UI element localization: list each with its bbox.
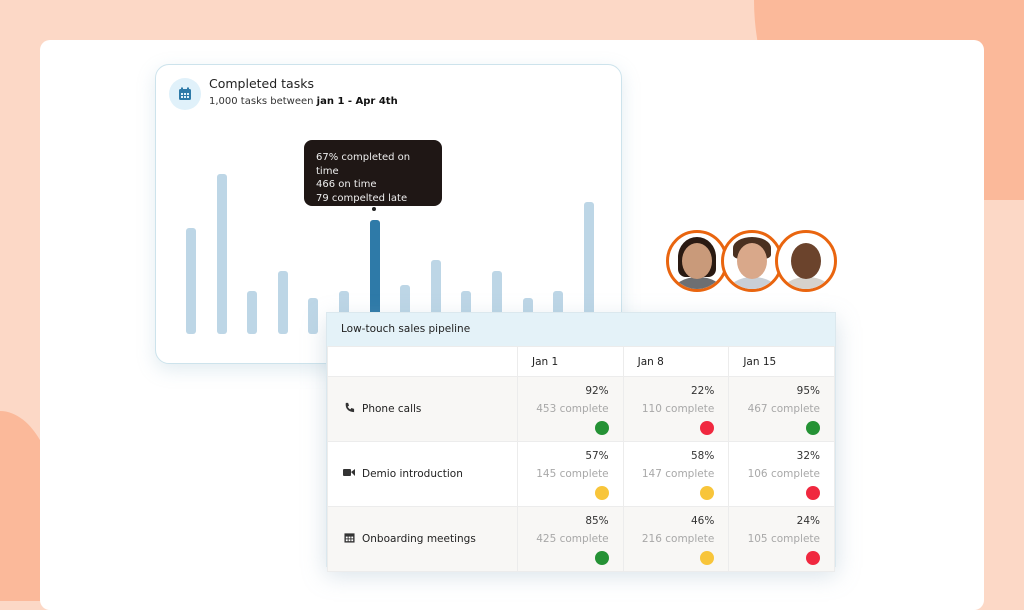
row-label-text: Onboarding meetings bbox=[362, 533, 476, 545]
chart-bar[interactable] bbox=[277, 271, 288, 334]
complete-count: 145 complete bbox=[536, 468, 609, 480]
status-dot-red bbox=[806, 551, 820, 565]
chart-bar[interactable] bbox=[430, 260, 441, 334]
tooltip-line: 466 on time bbox=[316, 179, 377, 190]
table-cell: 46% 216 complete bbox=[622, 506, 730, 572]
table-cell: 32% 106 complete bbox=[728, 441, 835, 507]
status-dot-green bbox=[594, 551, 609, 565]
table-cell: 57% 145 complete bbox=[517, 441, 624, 507]
table-cell: 92% 453 complete bbox=[517, 376, 624, 442]
table-cell: 95% 467 complete bbox=[728, 376, 835, 442]
percent: 32% bbox=[796, 450, 820, 462]
tooltip-line: 67% completed on time bbox=[316, 152, 411, 177]
pipeline-title: Low-touch sales pipeline bbox=[327, 313, 835, 346]
chart-bar[interactable] bbox=[583, 202, 594, 334]
row-label-text: Phone calls bbox=[362, 403, 422, 415]
percent: 85% bbox=[585, 515, 609, 527]
status-dot-green bbox=[806, 421, 820, 435]
status-dot-yellow bbox=[594, 486, 609, 500]
date-range: jan 1 - Apr 4th bbox=[316, 96, 398, 107]
chart-bar[interactable] bbox=[400, 285, 411, 334]
complete-count: 147 complete bbox=[641, 468, 715, 480]
avatar[interactable] bbox=[721, 230, 783, 292]
percent: 22% bbox=[690, 385, 715, 397]
status-dot-green bbox=[594, 421, 609, 435]
complete-count: 216 complete bbox=[641, 533, 715, 545]
avatar[interactable] bbox=[666, 230, 728, 292]
status-dot-red bbox=[806, 486, 820, 500]
table-cell: 85% 425 complete bbox=[517, 506, 624, 572]
percent: 24% bbox=[796, 515, 820, 527]
column-header: Jan 15 bbox=[728, 346, 835, 377]
status-dot-yellow bbox=[700, 486, 715, 500]
corner-cell bbox=[327, 346, 518, 377]
complete-count: 110 complete bbox=[641, 403, 715, 415]
card-subtitle: 1,000 tasks between jan 1 - Apr 4th bbox=[209, 96, 398, 107]
table-row: Onboarding meetings 85% 425 complete 46% 216… bbox=[327, 506, 835, 572]
table-cell: 58% 147 complete bbox=[622, 441, 730, 507]
avatar[interactable] bbox=[775, 230, 837, 292]
table-row: Demio introduction 57% 145 complete 58% 147 … bbox=[327, 441, 835, 507]
chart-bar[interactable] bbox=[369, 220, 380, 334]
percent: 95% bbox=[796, 385, 820, 397]
row-label: Phone calls bbox=[327, 376, 518, 442]
row-label-text: Demio introduction bbox=[362, 468, 463, 480]
status-dot-red bbox=[700, 421, 715, 435]
chart-bar[interactable] bbox=[186, 228, 196, 334]
chart-bar[interactable] bbox=[247, 291, 258, 334]
tooltip-pointer bbox=[372, 207, 376, 211]
calendar-icon bbox=[169, 78, 201, 110]
sales-pipeline-table: Low-touch sales pipeline Jan 1 Jan 8 Jan… bbox=[326, 312, 836, 572]
percent: 46% bbox=[690, 515, 715, 527]
table-row: Phone calls 92% 453 complete 22% 110 complet… bbox=[327, 376, 835, 442]
card-title: Completed tasks bbox=[209, 76, 314, 91]
chart-tooltip: 67% completed on time 466 on time 79 com… bbox=[304, 140, 442, 206]
complete-count: 467 complete bbox=[747, 403, 820, 415]
column-header: Jan 1 bbox=[517, 346, 624, 377]
video-camera-icon bbox=[342, 468, 356, 480]
phone-icon bbox=[342, 402, 356, 416]
subtitle-text: 1,000 tasks between bbox=[209, 96, 317, 107]
complete-count: 106 complete bbox=[747, 468, 820, 480]
chart-bar[interactable] bbox=[308, 298, 319, 334]
row-label: Demio introduction bbox=[327, 441, 518, 507]
chart-bar[interactable] bbox=[492, 271, 502, 334]
column-header: Jan 8 bbox=[622, 346, 730, 377]
table-cell: 22% 110 complete bbox=[622, 376, 730, 442]
complete-count: 453 complete bbox=[536, 403, 609, 415]
complete-count: 425 complete bbox=[536, 533, 609, 545]
percent: 58% bbox=[690, 450, 715, 462]
tooltip-line: 79 compelted late bbox=[316, 192, 408, 204]
row-label: Onboarding meetings bbox=[327, 506, 518, 572]
status-dot-yellow bbox=[700, 551, 715, 565]
complete-count: 105 complete bbox=[747, 533, 820, 545]
percent: 57% bbox=[585, 450, 609, 462]
percent: 92% bbox=[585, 385, 609, 397]
table-cell: 24% 105 complete bbox=[728, 506, 835, 572]
chart-bar[interactable] bbox=[216, 174, 227, 334]
calendar-icon bbox=[342, 532, 356, 546]
